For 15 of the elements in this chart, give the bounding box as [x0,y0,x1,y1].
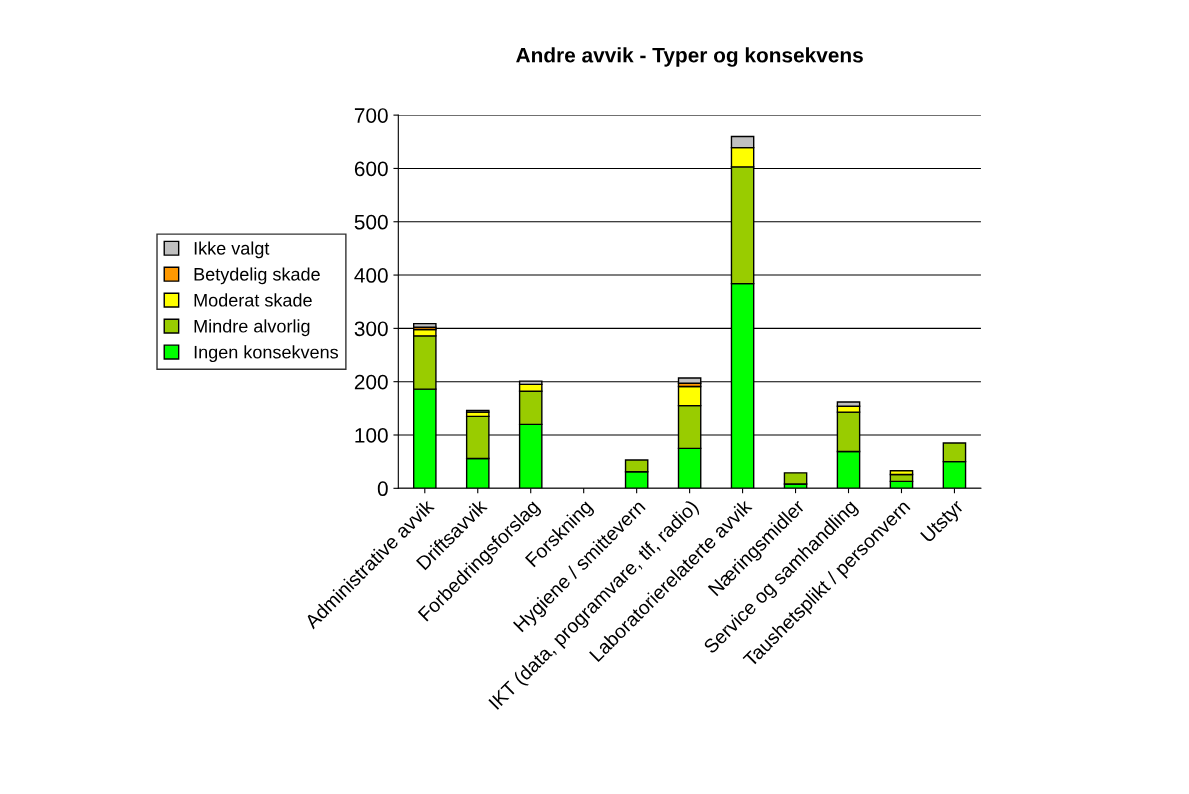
legend-label: Ingen konsekvens [194,345,339,363]
chart-title: Andre avvik - Typer og konsekvens [516,47,863,67]
y-tick-label: 300 [354,321,388,337]
y-tick-label: 400 [354,268,388,283]
bar [783,472,808,485]
legend-label: Betydelig skade [194,267,320,285]
y-tick-label: 700 [354,108,388,123]
legend-label: Ikke valgt [194,241,270,259]
y-tick-label: 500 [354,214,388,230]
legend-label: Mindre alvorlig [194,319,310,337]
legend-label: Moderat skade [194,293,312,307]
y-tick-label: 100 [355,428,388,443]
y-tick-label: 600 [354,161,388,177]
y-tick-label: 200 [354,374,388,390]
y-tick-label: 0 [377,481,388,497]
